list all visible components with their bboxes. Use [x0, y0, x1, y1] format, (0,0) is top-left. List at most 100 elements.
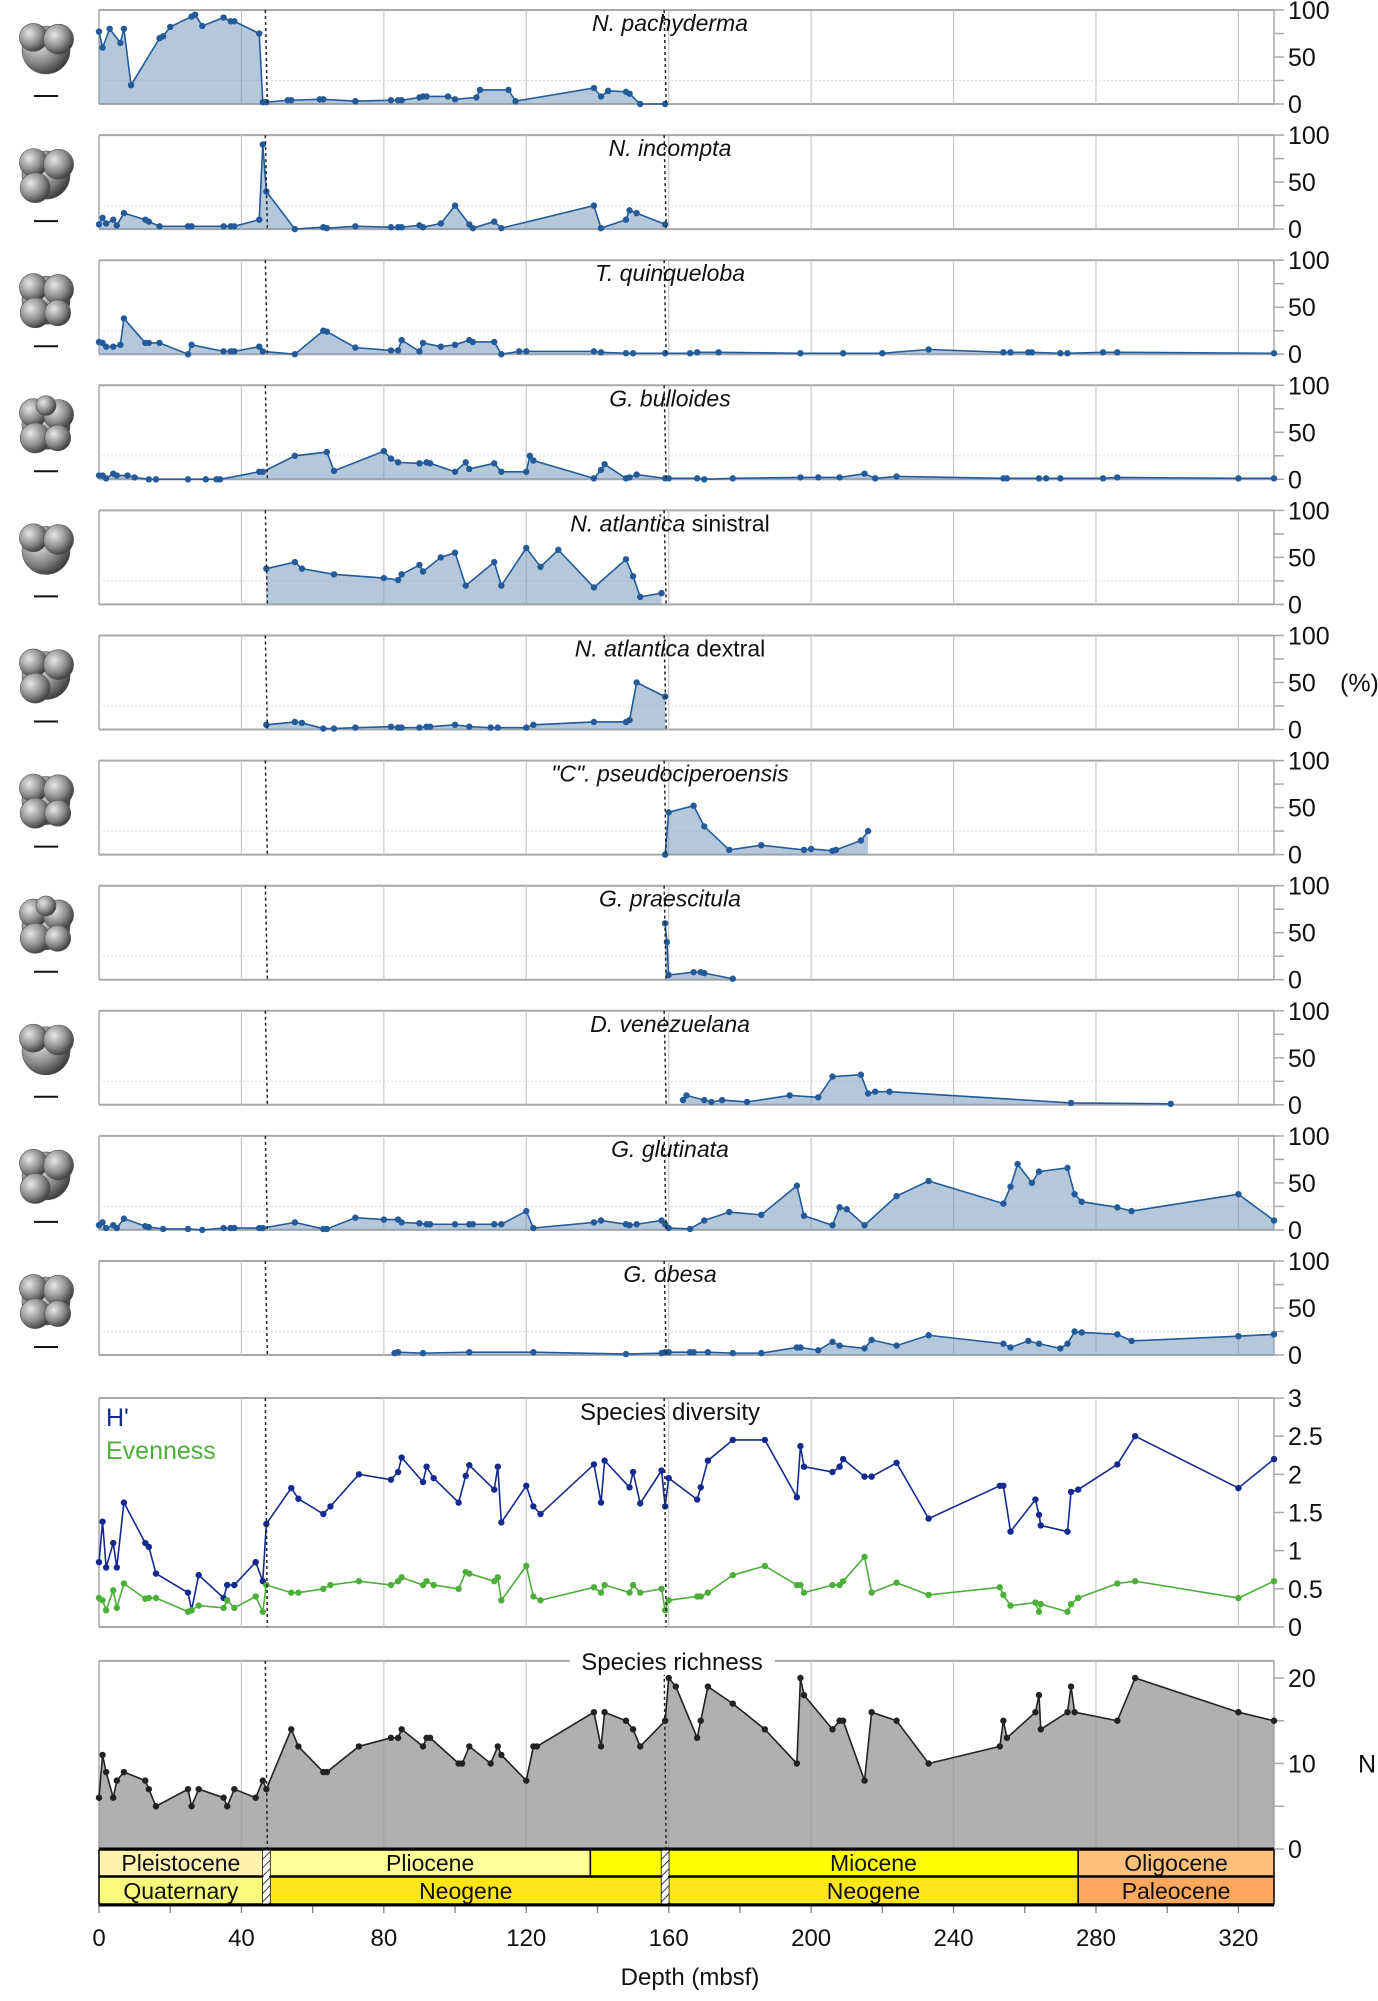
data-point [1064, 1528, 1071, 1535]
data-point [1270, 475, 1278, 482]
data-point [355, 1743, 363, 1750]
data-point [925, 1177, 932, 1185]
hiatus-dashed-line [264, 385, 269, 480]
data-point [1270, 1331, 1278, 1338]
species-panel-title: "C". pseudociperoensis [551, 761, 789, 787]
y-tick-label: 0 [1288, 717, 1302, 745]
y-tick-label: 100 [1288, 873, 1330, 901]
data-point [1235, 1709, 1242, 1716]
hiatus-dashed-line [663, 1397, 667, 1628]
specimen-chamber [44, 1300, 72, 1327]
data-point [761, 1562, 769, 1570]
data-point [159, 33, 167, 40]
data-point [800, 1212, 808, 1220]
data-point [398, 571, 405, 578]
data-point [686, 350, 694, 357]
data-point [793, 1182, 801, 1189]
grid-layer [98, 9, 1284, 1913]
data-point [857, 837, 865, 844]
data-point [487, 1760, 494, 1767]
data-point [868, 1473, 875, 1480]
y-tick-label: 100 [1288, 497, 1330, 525]
data-point [800, 846, 808, 854]
data-point [530, 1503, 537, 1510]
data-point [533, 1743, 541, 1750]
y-tick-label: 50 [1288, 795, 1316, 823]
data-point [327, 1503, 334, 1510]
data-point [419, 1478, 427, 1486]
richness-unit-label: N [1358, 1751, 1376, 1779]
specimen-chamber [19, 148, 48, 177]
data-point [661, 221, 669, 228]
species-panel-title: G. bulloides [609, 385, 731, 411]
y-tick-label: 100 [1288, 372, 1330, 400]
data-point [797, 1442, 804, 1450]
data-point [758, 842, 765, 849]
data-point [661, 350, 669, 357]
data-point [1064, 1164, 1071, 1172]
data-point [1114, 1461, 1121, 1468]
stratigraphy-bar-epoch [1077, 1849, 1275, 1877]
data-point [188, 223, 195, 230]
series-area [266, 548, 662, 605]
data-point [231, 1785, 238, 1793]
data-point [1003, 1734, 1011, 1742]
hiatus-dashed-line [264, 635, 269, 730]
y-tick-label: 100 [1288, 247, 1330, 275]
data-point [861, 1777, 868, 1784]
data-point [622, 1350, 630, 1358]
data-point [996, 1584, 1004, 1591]
data-point [1032, 1599, 1039, 1606]
data-point [530, 721, 537, 728]
y-tick-label: 50 [1288, 670, 1316, 698]
data-point [665, 1474, 672, 1482]
data-point [437, 554, 445, 561]
data-point [352, 344, 359, 351]
data-point [110, 216, 117, 223]
data-point [330, 725, 338, 732]
species-name: N. incompta [609, 135, 732, 161]
data-point [451, 96, 459, 103]
data-point [184, 351, 192, 358]
data-point [1114, 1331, 1121, 1338]
data-point [864, 827, 872, 835]
data-point [626, 474, 633, 481]
data-point [256, 30, 263, 37]
hiatus-dashed-line [663, 1660, 667, 1850]
series-line [266, 681, 666, 730]
data-point [761, 1726, 769, 1733]
y-tick-label: 0 [1288, 466, 1302, 494]
data-point [491, 460, 498, 467]
series-line [664, 804, 869, 855]
specimen-chamber [44, 924, 72, 952]
data-point [426, 1221, 434, 1228]
data-point [423, 1578, 430, 1585]
data-point [800, 1463, 808, 1470]
data-point [117, 341, 124, 348]
hiatus-dashed-line [663, 1010, 667, 1105]
hiatus-hatch [262, 1877, 270, 1904]
data-point [697, 1593, 704, 1600]
data-point [231, 348, 238, 355]
data-point [797, 474, 804, 481]
specimen-chamber [19, 672, 51, 704]
data-point [142, 1777, 149, 1784]
specimen-chamber [35, 895, 57, 917]
y-tick-label: 3 [1288, 1385, 1302, 1413]
data-point [590, 1219, 598, 1226]
data-point [195, 1785, 202, 1793]
data-point [629, 1726, 637, 1733]
series-line [98, 316, 1275, 356]
specimen-chamber [43, 1149, 74, 1181]
data-point [1131, 1674, 1139, 1682]
data-point [861, 470, 868, 477]
data-point [601, 461, 608, 468]
data-point [665, 475, 672, 482]
data-point [491, 558, 498, 566]
data-point [1037, 1522, 1044, 1529]
specimen-chamber [43, 149, 74, 180]
data-point [430, 1581, 437, 1589]
y-tick-label: 0 [1288, 1092, 1302, 1120]
species-name: N. atlantica [575, 636, 690, 662]
